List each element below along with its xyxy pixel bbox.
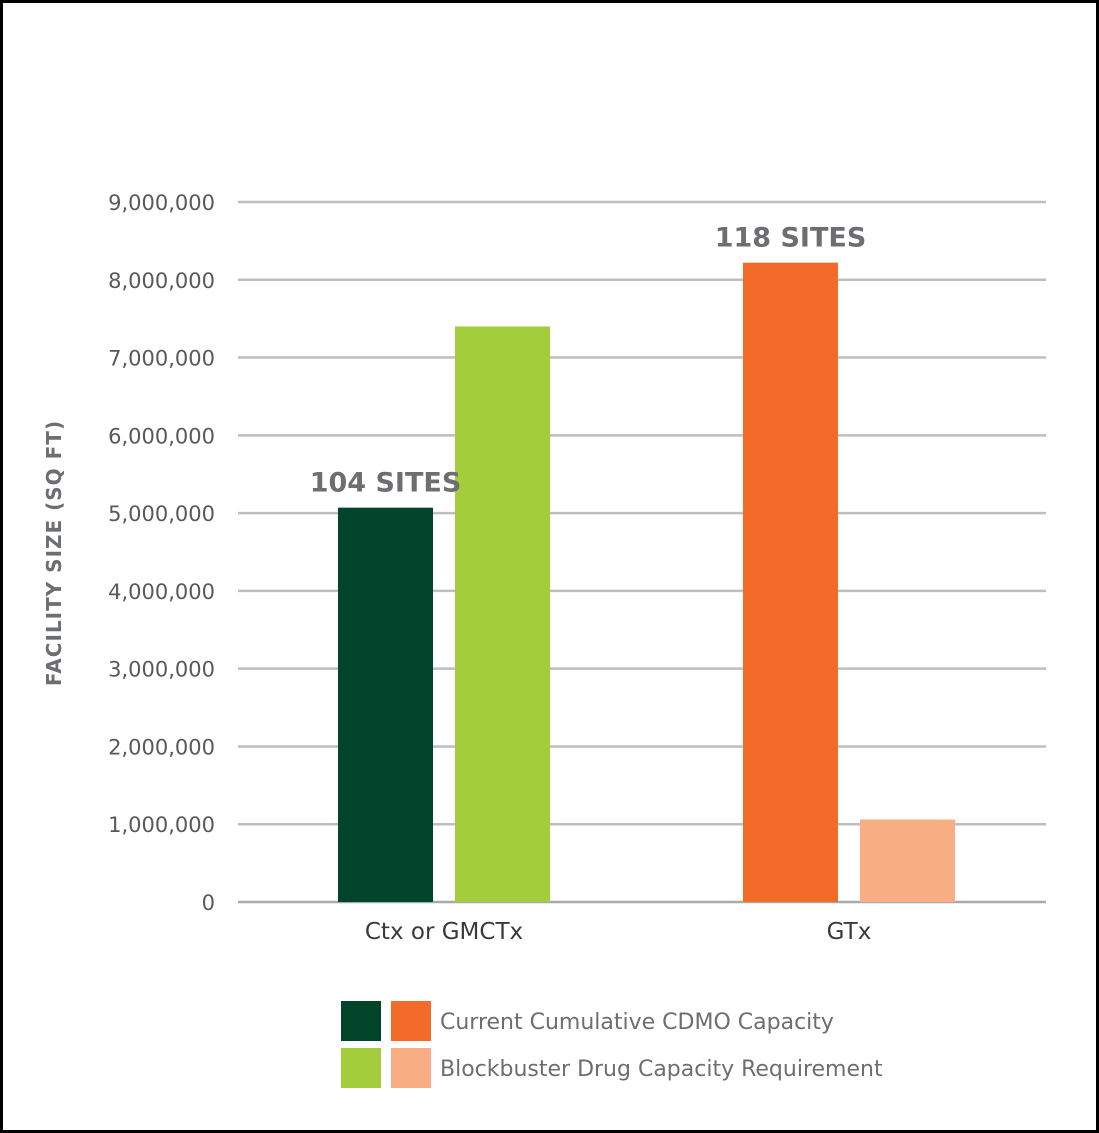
bars	[338, 262, 955, 903]
legend: Current Cumulative CDMO Capacity Blockbus…	[341, 1001, 883, 1088]
y-tick-label: 1,000,000	[108, 813, 215, 837]
bar-annotations: 104 SITES 118 SITES	[310, 223, 867, 499]
legend-swatch	[391, 1001, 431, 1041]
legend-swatch	[341, 1048, 381, 1088]
x-axis-categories: Ctx or GMCTx GTx	[365, 919, 871, 945]
y-tick-label: 6,000,000	[108, 424, 215, 448]
x-category-label: GTx	[827, 919, 872, 945]
y-tick-label: 0	[202, 891, 215, 915]
bar-gtx-series-2	[860, 819, 955, 902]
sites-annotation: 104 SITES	[310, 468, 462, 499]
y-axis-label: FACILITY SIZE (SQ FT)	[42, 420, 66, 686]
legend-label: Blockbuster Drug Capacity Requirement	[440, 1057, 883, 1082]
legend-swatch	[391, 1048, 431, 1088]
y-tick-label: 7,000,000	[108, 347, 215, 371]
bar-ctx-or-gmctx-series-2	[455, 326, 550, 902]
y-tick-label: 5,000,000	[108, 502, 215, 526]
legend-swatch	[341, 1001, 381, 1041]
y-tick-label: 3,000,000	[108, 658, 215, 682]
y-tick-label: 8,000,000	[108, 269, 215, 293]
x-category-label: Ctx or GMCTx	[365, 919, 523, 945]
legend-label: Current Cumulative CDMO Capacity	[440, 1010, 834, 1035]
sites-annotation: 118 SITES	[715, 223, 867, 254]
bar-ctx-or-gmctx-series-1	[338, 507, 433, 902]
y-tick-label: 9,000,000	[108, 191, 215, 215]
bar-chart: 0 1,000,000 2,000,000 3,000,000 4,000,000 5,0…	[42, 191, 1046, 1088]
y-tick-label: 4,000,000	[108, 580, 215, 604]
bar-gtx-series-1	[743, 262, 838, 903]
y-tick-label: 2,000,000	[108, 735, 215, 759]
y-axis-ticks: 0 1,000,000 2,000,000 3,000,000 4,000,000 5,0…	[108, 191, 215, 915]
